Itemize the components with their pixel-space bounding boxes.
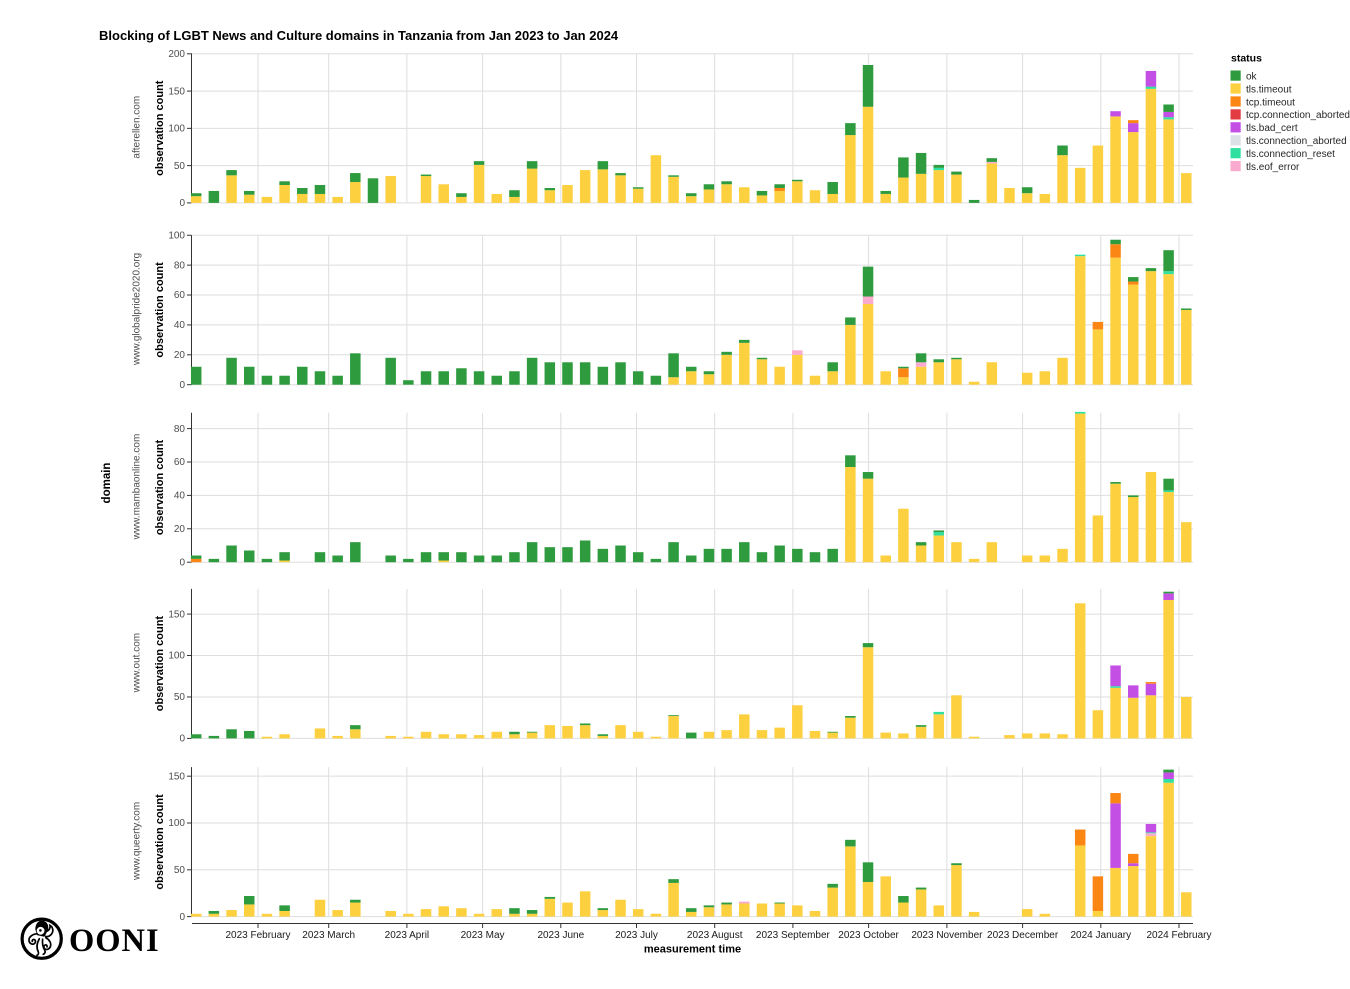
svg-text:0: 0 bbox=[179, 557, 185, 568]
svg-text:40: 40 bbox=[174, 320, 186, 331]
svg-text:150: 150 bbox=[168, 86, 185, 97]
svg-text:Blocking of LGBT News and Cult: Blocking of LGBT News and Culture domain… bbox=[99, 28, 619, 43]
svg-text:status: status bbox=[1231, 53, 1262, 65]
svg-text:20: 20 bbox=[174, 524, 186, 535]
svg-text:2023 February: 2023 February bbox=[225, 930, 290, 941]
svg-text:150: 150 bbox=[168, 771, 185, 782]
svg-text:observation count: observation count bbox=[154, 794, 166, 890]
svg-text:2023 April: 2023 April bbox=[385, 930, 429, 941]
svg-text:80: 80 bbox=[174, 424, 186, 435]
svg-text:2023 October: 2023 October bbox=[838, 930, 899, 941]
svg-text:tcp.timeout: tcp.timeout bbox=[1246, 97, 1295, 108]
svg-text:40: 40 bbox=[174, 491, 186, 502]
svg-text:domain: domain bbox=[101, 463, 113, 504]
svg-text:observation count: observation count bbox=[154, 80, 166, 176]
svg-text:2023 July: 2023 July bbox=[615, 930, 658, 941]
svg-text:50: 50 bbox=[174, 865, 186, 876]
svg-text:0: 0 bbox=[179, 380, 185, 391]
svg-text:2024 January: 2024 January bbox=[1070, 930, 1131, 941]
svg-text:60: 60 bbox=[174, 457, 186, 468]
svg-text:tls.connection_reset: tls.connection_reset bbox=[1246, 149, 1335, 160]
svg-text:tls.eof_error: tls.eof_error bbox=[1246, 162, 1300, 173]
svg-text:100: 100 bbox=[168, 651, 185, 662]
svg-text:100: 100 bbox=[168, 124, 185, 135]
svg-text:100: 100 bbox=[168, 818, 185, 829]
svg-text:80: 80 bbox=[174, 260, 186, 271]
svg-text:2023 November: 2023 November bbox=[911, 930, 983, 941]
svg-text:observation count: observation count bbox=[154, 439, 166, 535]
svg-text:tls.connection_aborted: tls.connection_aborted bbox=[1246, 136, 1347, 147]
svg-text:2024 February: 2024 February bbox=[1146, 930, 1211, 941]
svg-text:2023 December: 2023 December bbox=[987, 930, 1059, 941]
svg-text:2023 May: 2023 May bbox=[461, 930, 505, 941]
svg-text:tls.bad_cert: tls.bad_cert bbox=[1246, 123, 1298, 134]
svg-text:2023 June: 2023 June bbox=[537, 930, 584, 941]
svg-text:www.mambaonline.com: www.mambaonline.com bbox=[132, 434, 143, 541]
svg-text:www.queerty.com: www.queerty.com bbox=[132, 802, 143, 881]
svg-text:www.globalpride2020.org: www.globalpride2020.org bbox=[132, 253, 143, 366]
svg-text:100: 100 bbox=[168, 230, 185, 241]
svg-text:OONI: OONI bbox=[69, 923, 160, 959]
svg-text:tls.timeout: tls.timeout bbox=[1246, 84, 1292, 95]
svg-text:0: 0 bbox=[179, 734, 185, 745]
svg-text:2023 March: 2023 March bbox=[302, 930, 355, 941]
svg-text:observation count: observation count bbox=[154, 616, 166, 712]
svg-text:60: 60 bbox=[174, 290, 186, 301]
svg-text:observation count: observation count bbox=[154, 262, 166, 358]
svg-text:0: 0 bbox=[179, 198, 185, 209]
svg-text:afterellen.com: afterellen.com bbox=[132, 96, 143, 159]
svg-text:www.out.com: www.out.com bbox=[132, 633, 143, 693]
svg-text:tcp.connection_aborted: tcp.connection_aborted bbox=[1246, 110, 1350, 121]
svg-text:150: 150 bbox=[168, 609, 185, 620]
svg-text:ok: ok bbox=[1246, 71, 1258, 82]
svg-text:50: 50 bbox=[174, 692, 186, 703]
svg-text:2023 August: 2023 August bbox=[687, 930, 743, 941]
svg-text:measurement time: measurement time bbox=[644, 944, 741, 956]
svg-text:2023 September: 2023 September bbox=[756, 930, 831, 941]
svg-text:200: 200 bbox=[168, 49, 185, 60]
svg-text:0: 0 bbox=[179, 912, 185, 923]
svg-text:20: 20 bbox=[174, 350, 186, 361]
svg-text:50: 50 bbox=[174, 161, 186, 172]
